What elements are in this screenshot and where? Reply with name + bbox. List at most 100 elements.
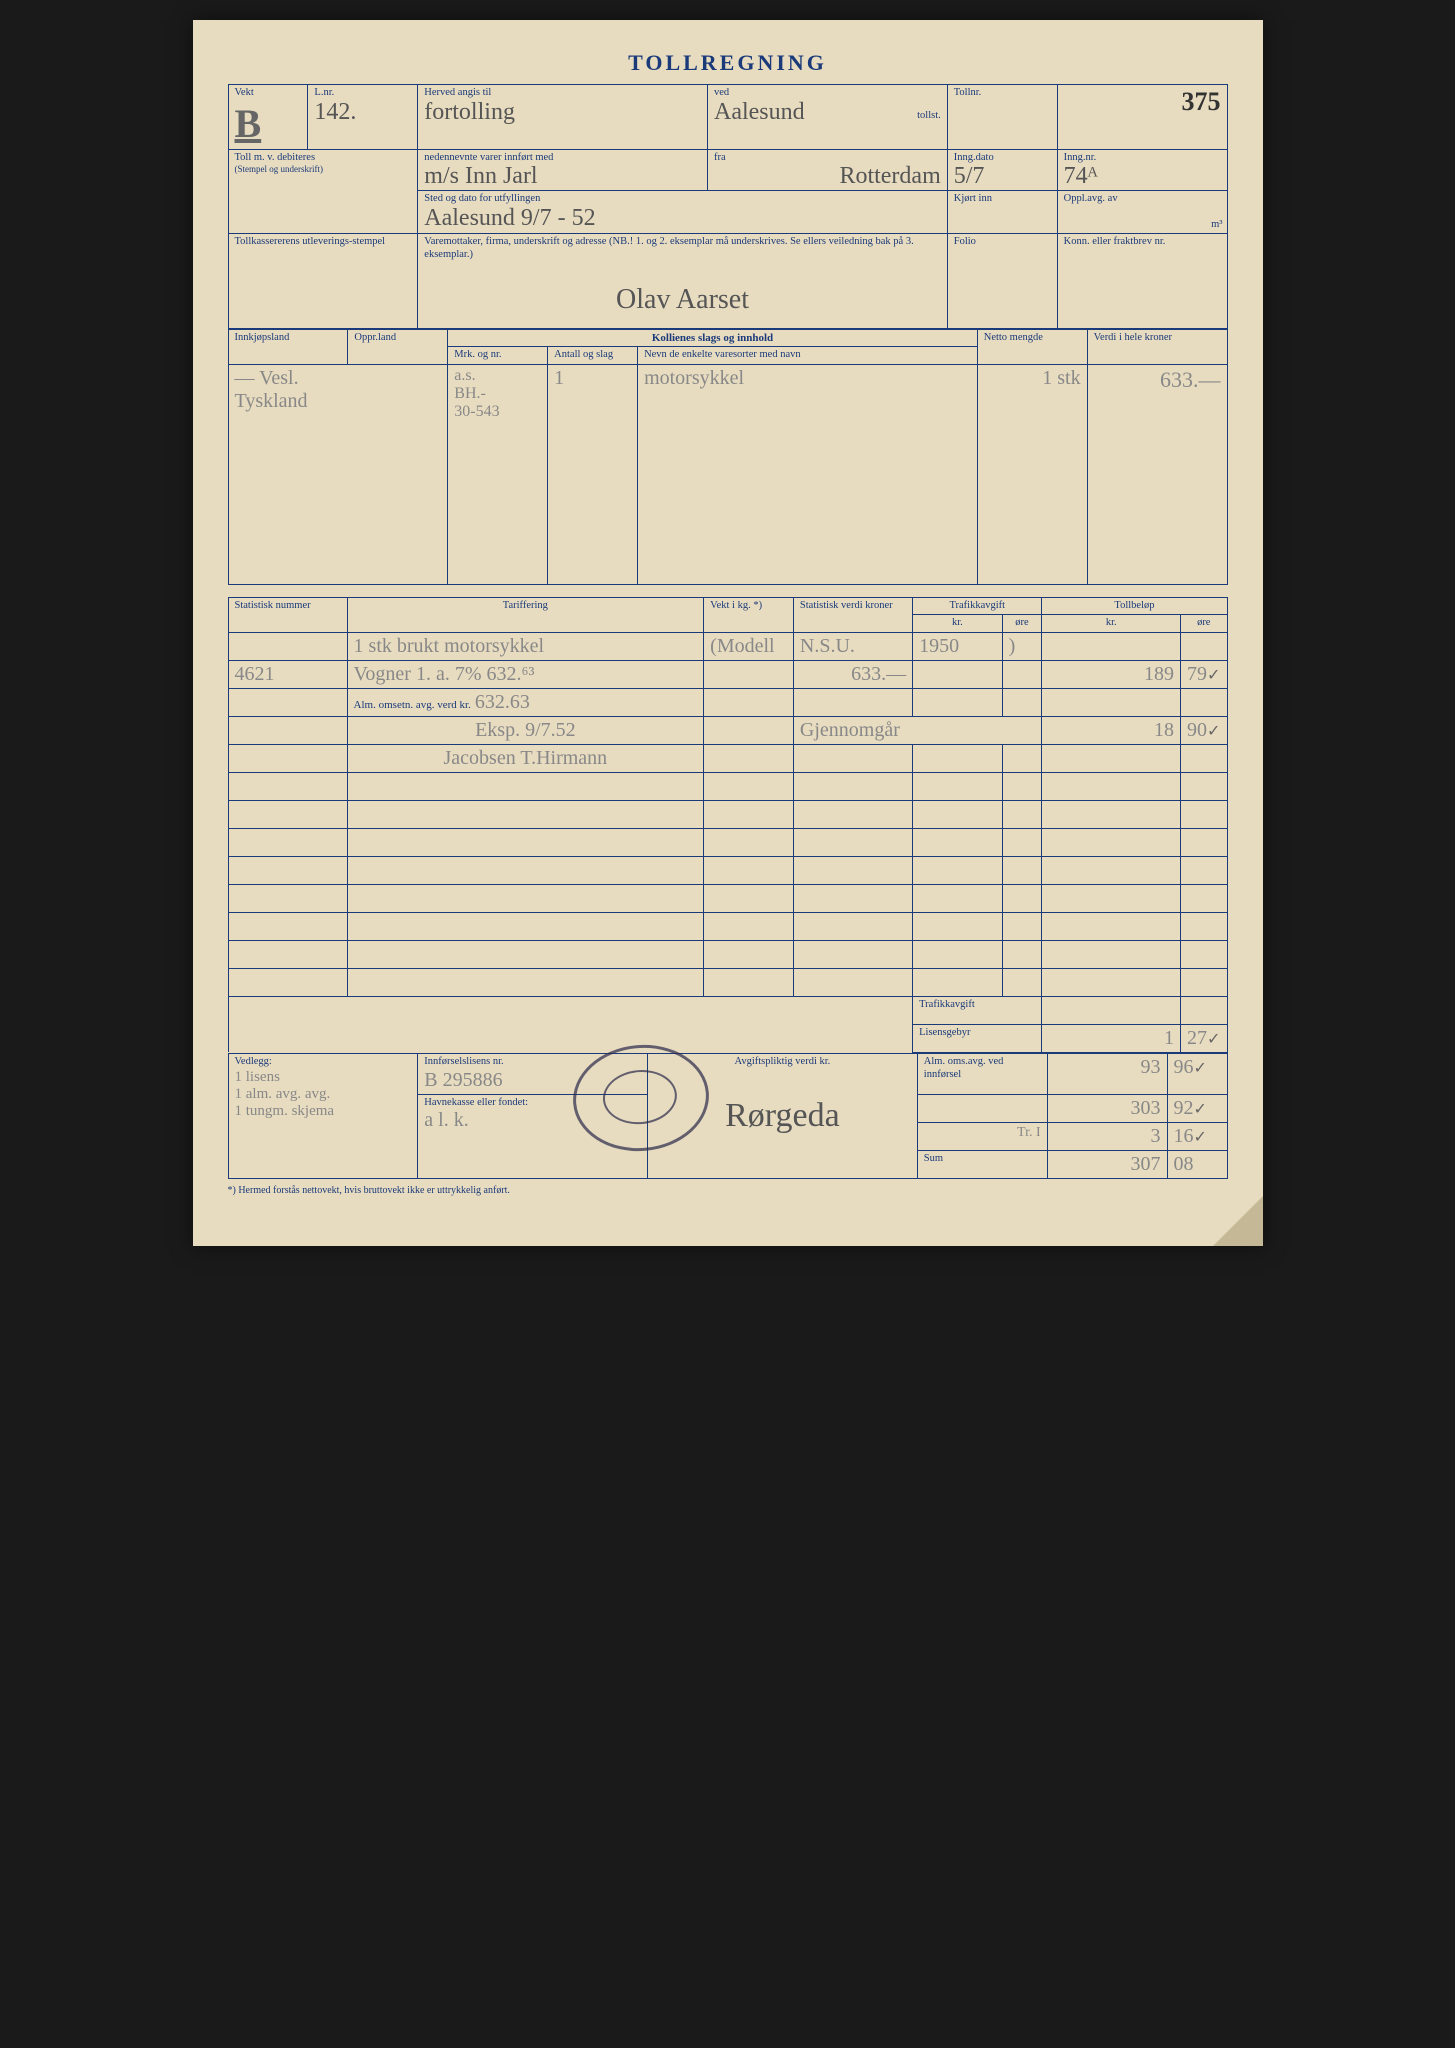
toll-kr: kr. bbox=[1042, 615, 1181, 633]
tollnr-value: 375 bbox=[1064, 87, 1221, 117]
cell bbox=[1042, 632, 1181, 660]
toll-debit-label: Toll m. v. debiteres bbox=[235, 152, 412, 165]
sum-ore: 08 bbox=[1167, 1150, 1227, 1178]
form-title: TOLLREGNING bbox=[228, 50, 1228, 76]
cell bbox=[704, 688, 794, 716]
varemot-label: Varemottaker, firma, underskrift og adre… bbox=[424, 236, 940, 261]
tri-kr: 3 bbox=[1047, 1122, 1167, 1150]
cell bbox=[913, 688, 1002, 716]
tri-ore: 16 bbox=[1174, 1125, 1194, 1147]
innkjopsland-label: Innkjøpsland bbox=[228, 330, 348, 365]
alm-label: Alm. oms.avg. ved innførsel bbox=[917, 1053, 1047, 1094]
vekt-label: Vekt bbox=[235, 87, 302, 100]
cell bbox=[228, 744, 347, 772]
item-opprland: Tyskland bbox=[235, 390, 442, 413]
sum-kr: 307 bbox=[1047, 1150, 1167, 1178]
tariff-table: Statistisk nummer Tariffering Vekt i kg.… bbox=[228, 597, 1228, 1053]
herved-value: fortolling bbox=[424, 100, 701, 124]
antall-label: Antall og slag bbox=[548, 347, 638, 365]
cell bbox=[704, 660, 794, 688]
item-mrk: a.s. BH.- 30-543 bbox=[454, 367, 541, 421]
lnr-label: L.nr. bbox=[314, 87, 411, 100]
cell bbox=[1002, 660, 1042, 688]
vedlegg-value: 1 lisens 1 alm. avg. avg. 1 tungm. skjem… bbox=[235, 1069, 412, 1120]
alm-ore: 96 bbox=[1174, 1056, 1194, 1078]
cell bbox=[228, 716, 347, 744]
folio-label: Folio bbox=[954, 236, 1051, 249]
cell: 633.— bbox=[793, 660, 912, 688]
cell bbox=[913, 744, 1002, 772]
oppl-label: Oppl.avg. av bbox=[1064, 193, 1221, 206]
opprland-label: Oppr.land bbox=[348, 330, 448, 365]
cell bbox=[1042, 688, 1181, 716]
cell bbox=[228, 632, 347, 660]
cell: 1 stk brukt motorsykkel bbox=[347, 632, 704, 660]
cell bbox=[1042, 744, 1181, 772]
cell bbox=[1181, 688, 1227, 716]
trafikkavgift-label: Trafikkavgift bbox=[913, 996, 1042, 1024]
item-antall: 1 bbox=[554, 367, 631, 390]
ved-suffix: tollst. bbox=[917, 110, 941, 123]
kollienes-table: Innkjøpsland Oppr.land Kollienes slags o… bbox=[228, 329, 1228, 585]
tollkass-label: Tollkassererens utleverings-stempel bbox=[235, 236, 412, 249]
vekt-value: B bbox=[235, 100, 302, 147]
mrk-label: Mrk. og nr. bbox=[448, 347, 548, 365]
page-corner-fold bbox=[1213, 1196, 1263, 1246]
tollnr-label: Tollnr. bbox=[954, 87, 1051, 100]
verdi-label: Verdi i hele kroner bbox=[1087, 330, 1227, 365]
netto-label: Netto mengde bbox=[977, 330, 1087, 365]
trafikk-kr: kr. bbox=[913, 615, 1002, 633]
cell: 1950 bbox=[913, 632, 1002, 660]
cell: Jacobsen T.Hirmann bbox=[347, 744, 704, 772]
cell bbox=[793, 744, 912, 772]
footnote: *) Hermed forstås nettovekt, hvis brutto… bbox=[228, 1185, 1228, 1196]
ved-value: Aalesund bbox=[714, 99, 805, 125]
vekt-kg-label: Vekt i kg. *) bbox=[704, 597, 794, 632]
item-netto: 1 stk bbox=[984, 367, 1081, 390]
sum-label: Sum bbox=[917, 1150, 1047, 1178]
stat-label: Statistisk nummer bbox=[228, 597, 347, 632]
cell bbox=[913, 660, 1002, 688]
cell: Vogner 1. a. 7% 632.⁶³ bbox=[347, 660, 704, 688]
vedlegg-label: Vedlegg: bbox=[235, 1056, 412, 1069]
tariff-row: Eksp. 9/7.52 Gjennomgår 18 90✓ bbox=[228, 716, 1227, 744]
kjort-label: Kjørt inn bbox=[954, 193, 1051, 206]
nevn-label: Nevn de enkelte varesorter med navn bbox=[638, 347, 978, 365]
cell: 4621 bbox=[228, 660, 347, 688]
statverdi-label: Statistisk verdi kroner bbox=[793, 597, 912, 632]
item-beskrivelse: motorsykkel bbox=[644, 367, 971, 390]
item-innkjopsland: — Vesl. bbox=[235, 367, 442, 390]
sted-value: Aalesund 9/7 - 52 bbox=[424, 206, 940, 230]
tariff-row: Alm. omsetn. avg. verd kr.632.63 bbox=[228, 688, 1227, 716]
cell: 189 bbox=[1042, 660, 1181, 688]
tri-label: Tr. I bbox=[917, 1122, 1047, 1150]
cell bbox=[704, 716, 794, 744]
oppl-unit: m³ bbox=[1211, 219, 1222, 232]
sted-label: Sted og dato for utfyllingen bbox=[424, 193, 940, 206]
lisensgebyr-ore: 27 bbox=[1187, 1027, 1207, 1049]
tollbelop-label: Tollbeløp bbox=[1042, 597, 1227, 615]
konn-label: Konn. eller fraktbrev nr. bbox=[1064, 236, 1221, 249]
bottom-table: Vedlegg: 1 lisens 1 alm. avg. avg. 1 tun… bbox=[228, 1053, 1228, 1179]
sub-ore: 92 bbox=[1174, 1097, 1194, 1119]
cell bbox=[1002, 688, 1042, 716]
cell: 79 bbox=[1187, 663, 1207, 685]
header-table: Vekt B L.nr. 142. Herved angis til forto… bbox=[228, 84, 1228, 329]
customs-form-page: TOLLREGNING Vekt B L.nr. 142. Herved ang… bbox=[193, 20, 1263, 1246]
varemot-value: Olav Aarset bbox=[424, 286, 940, 314]
lisensgebyr-kr: 1 bbox=[1042, 1024, 1181, 1052]
cell: Alm. omsetn. avg. verd kr.632.63 bbox=[347, 688, 704, 716]
nedenn-value: m/s Inn Jarl bbox=[424, 164, 701, 188]
cell: Eksp. 9/7.52 bbox=[347, 716, 704, 744]
toll-ore: øre bbox=[1181, 615, 1227, 633]
trafikk-ore: øre bbox=[1002, 615, 1042, 633]
cell: Gjennomgår bbox=[793, 716, 1041, 744]
lnr-value: 142. bbox=[314, 100, 411, 124]
toll-debit-sublabel: (Stempel og underskrift) bbox=[235, 164, 412, 175]
trafikk-label: Trafikkavgift bbox=[913, 597, 1042, 615]
kollienes-header: Kollienes slags og innhold bbox=[448, 330, 977, 347]
cell: ) bbox=[1002, 632, 1042, 660]
cell bbox=[1181, 632, 1227, 660]
cell bbox=[1002, 744, 1042, 772]
sub-kr: 303 bbox=[1047, 1094, 1167, 1122]
